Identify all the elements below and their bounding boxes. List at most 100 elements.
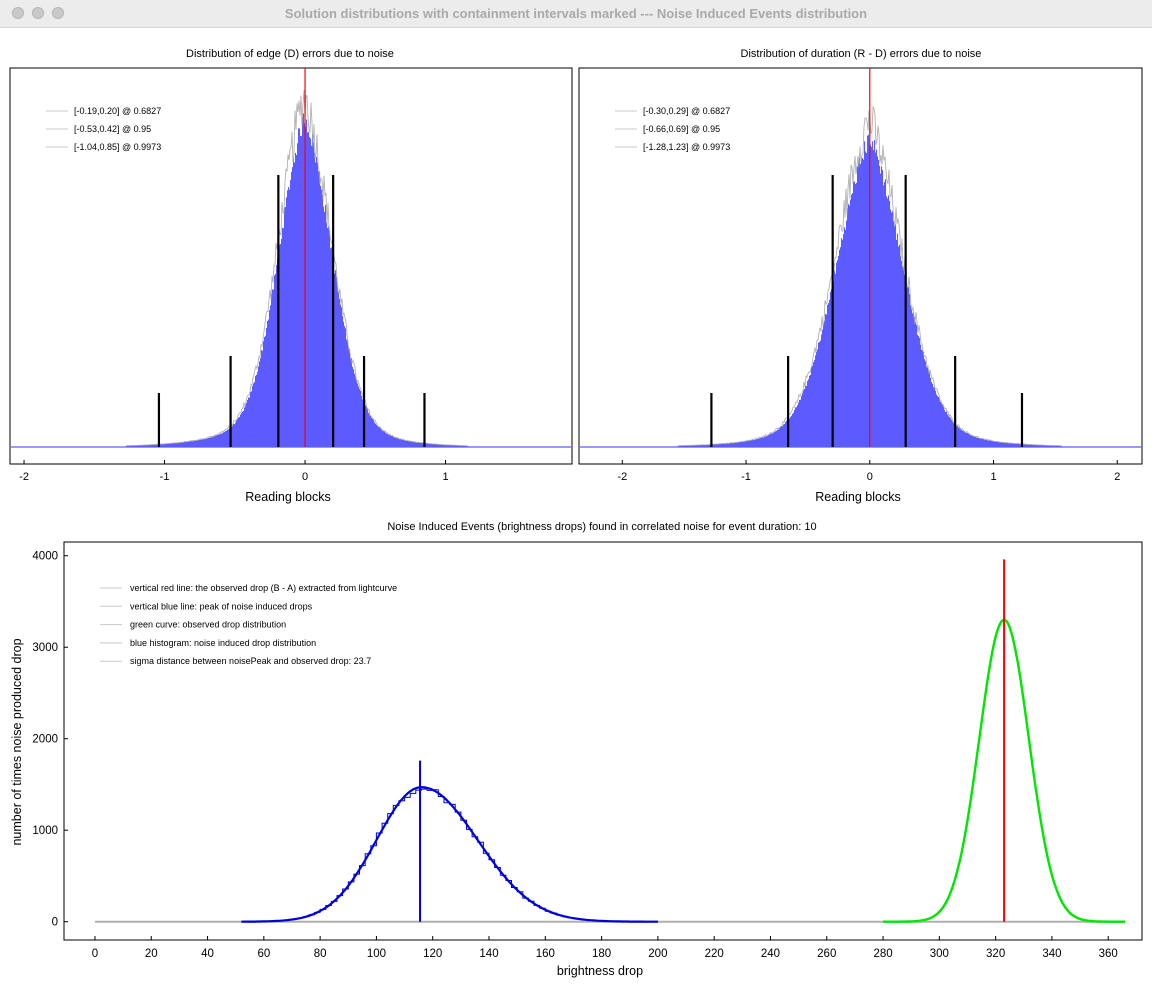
histogram-bar (371, 417, 373, 447)
histogram-bar (354, 373, 356, 447)
histogram-bar (930, 377, 932, 447)
histogram-bar (902, 266, 904, 447)
histogram-bar (728, 443, 730, 447)
histogram-bar (850, 199, 852, 447)
histogram-bar (186, 441, 188, 447)
histogram-bar (153, 444, 155, 447)
histogram-bar (1014, 443, 1016, 447)
histogram-bar (1000, 442, 1002, 447)
histogram-bar (889, 200, 891, 447)
x-tick-label: 260 (817, 948, 836, 960)
histogram-bar (689, 445, 691, 447)
window-controls (12, 7, 64, 19)
histogram-bar (174, 443, 176, 447)
histogram-bar (717, 444, 719, 447)
histogram-bar (837, 260, 839, 447)
histogram-bar (701, 445, 703, 447)
histogram-bar (339, 298, 341, 447)
histogram-bar (456, 445, 458, 447)
histogram-bar (161, 444, 163, 447)
histogram-bar (735, 442, 737, 447)
histogram-bar (254, 382, 256, 447)
histogram-bar (926, 366, 928, 447)
histogram-bar (467, 445, 469, 447)
histogram-bars (580, 105, 1141, 448)
histogram-bar (135, 445, 137, 447)
histogram-bar (243, 410, 245, 447)
x-tick-label: -2 (19, 471, 29, 483)
histogram-bar (879, 165, 881, 448)
histogram-bar (235, 422, 237, 447)
histogram-bar (284, 207, 286, 447)
histogram-outline (125, 89, 468, 447)
histogram-bar (974, 436, 976, 447)
histogram-bar (408, 441, 410, 447)
histogram-bar (935, 390, 937, 447)
histogram-bar (223, 432, 225, 447)
histogram-bar (744, 441, 746, 447)
close-window-button[interactable] (12, 7, 24, 19)
histogram-bar (999, 442, 1001, 447)
histogram-bar (921, 349, 923, 447)
histogram-bar (283, 228, 285, 447)
histogram-bar (1027, 444, 1029, 447)
zoom-window-button[interactable] (52, 7, 64, 19)
histogram-bar (420, 442, 422, 447)
histogram-bar (919, 337, 921, 447)
histogram-bar (334, 273, 336, 447)
histogram-bar (1047, 445, 1049, 447)
histogram-bar (299, 128, 301, 447)
histogram-bar (898, 246, 900, 447)
histogram-bar (359, 388, 361, 447)
histogram-bar (842, 239, 844, 447)
interval-marks (710, 68, 1024, 447)
histogram-bar (279, 244, 281, 447)
histogram-bar (386, 433, 388, 447)
histogram-bar (765, 436, 767, 447)
legend-entry: [-1.28,1.23] @ 0.9973 (643, 142, 730, 152)
legend-entry: green curve: observed drop distribution (130, 620, 286, 630)
histogram-bar (724, 443, 726, 447)
minimize-window-button[interactable] (32, 7, 44, 19)
histogram-bar (989, 440, 991, 447)
histogram-bar (831, 289, 833, 447)
x-axis-label: Reading blocks (245, 490, 330, 504)
histogram-bar (994, 441, 996, 447)
histogram-bar (267, 320, 269, 447)
histogram-bar (1032, 444, 1034, 447)
histogram-bar (205, 438, 207, 447)
histogram-bar (434, 444, 436, 447)
legend: vertical red line: the observed drop (B … (100, 583, 397, 666)
histogram-bar (1033, 444, 1035, 447)
histogram-bar (340, 304, 342, 447)
histogram-bar (338, 292, 340, 447)
histogram-bar (453, 445, 455, 447)
histogram-bar (206, 438, 208, 447)
histogram-bar (314, 152, 316, 447)
histogram-bar (901, 260, 903, 447)
histogram-bar (166, 443, 168, 447)
x-tick-label: 200 (648, 948, 667, 960)
histogram-bar (928, 370, 930, 447)
x-tick-label: 340 (1042, 948, 1061, 960)
histogram-bar (238, 417, 240, 447)
histogram-bar (1023, 444, 1025, 447)
histogram-bar (965, 432, 967, 447)
histogram-bar (370, 415, 372, 447)
histogram-bar (1035, 444, 1037, 447)
histogram-bar (403, 439, 405, 447)
histogram-bar (208, 437, 210, 447)
histogram-bar (873, 150, 875, 448)
histogram-bar (774, 431, 776, 447)
histogram-bar (141, 445, 143, 447)
x-axis-label: brightness drop (557, 964, 643, 978)
histogram-bar (900, 255, 902, 447)
histogram-bar (460, 445, 462, 447)
histogram-bar (757, 439, 759, 447)
histogram-bar (692, 445, 694, 447)
histogram-bar (212, 436, 214, 447)
histogram-bar (1057, 445, 1059, 447)
histogram-bar (1016, 443, 1018, 447)
histogram-bar (350, 358, 352, 447)
histogram-bar (355, 376, 357, 447)
